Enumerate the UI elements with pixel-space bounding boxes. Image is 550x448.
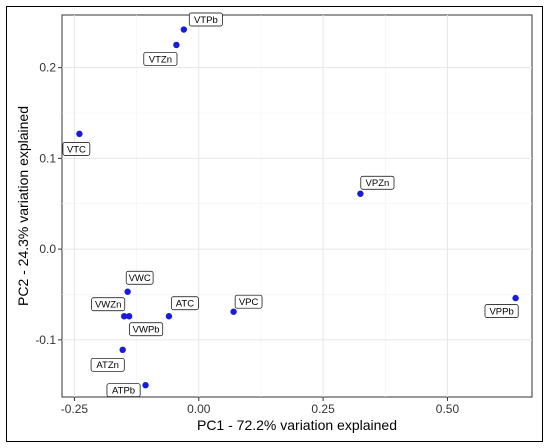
- label-atzn: ATZn: [90, 357, 125, 372]
- label-vtc: VTC: [62, 142, 91, 156]
- point-vpc: [230, 308, 237, 315]
- data-points: [76, 26, 519, 389]
- label-text: VTPb: [194, 15, 218, 26]
- label-vwc: VWC: [125, 270, 154, 285]
- label-text: VWC: [129, 273, 151, 284]
- label-text: ATPb: [112, 386, 135, 397]
- x-tick-label: 0.00: [187, 402, 211, 416]
- label-text: VPZn: [366, 178, 390, 189]
- label-text: VPC: [239, 297, 259, 308]
- point-atpb: [142, 382, 149, 389]
- label-vpc: VPC: [234, 294, 263, 309]
- point-labels: VTPb VTZn VTC VPZn VPPb VPC ATC VWC VWZn VWPb ATZn…: [62, 12, 519, 398]
- grid-lines: [62, 15, 532, 397]
- x-axis-title: PC1 - 72.2% variation explained: [197, 417, 397, 433]
- label-text: ATC: [176, 299, 194, 310]
- label-vtzn: VTZn: [143, 52, 178, 66]
- point-atzn: [119, 346, 126, 354]
- label-box: [484, 304, 519, 318]
- point-vtpb: [180, 26, 188, 33]
- label-box: [234, 294, 263, 309]
- label-box: [171, 296, 199, 311]
- label-box: [62, 142, 91, 156]
- point-vtc: [76, 130, 83, 138]
- label-box: [129, 322, 164, 337]
- label-vwzn: VWZn: [91, 297, 126, 312]
- point-vppb: [512, 294, 519, 302]
- label-atpb: ATPb: [106, 383, 141, 398]
- y-tick-label: -0.1: [35, 333, 56, 347]
- label-text: VWPb: [133, 325, 160, 336]
- y-axis-title: PC2 - 24.3% variation explained: [15, 106, 31, 306]
- label-box: [91, 297, 126, 312]
- axis-ticks: -0.25 0.00 0.25 0.50 -0.1 0.0 0.1 0.2: [35, 61, 459, 416]
- label-box: [143, 52, 178, 66]
- point-vtzn: [173, 41, 180, 49]
- label-box: [360, 175, 395, 190]
- label-text: ATZn: [96, 360, 119, 371]
- label-text: VPPb: [489, 306, 513, 317]
- y-tick-label: 0.1: [39, 151, 56, 165]
- x-tick-label: -0.25: [61, 402, 89, 416]
- label-vppb: VPPb: [484, 304, 519, 318]
- label-text: VTZn: [149, 54, 172, 65]
- label-vwpb: VWPb: [129, 322, 164, 337]
- label-text: VWZn: [95, 300, 121, 311]
- label-text: VTC: [67, 144, 86, 155]
- label-box: [106, 383, 141, 398]
- point-vwpb: [125, 313, 133, 320]
- label-box: [188, 12, 223, 27]
- label-vpzn: VPZn: [360, 175, 395, 190]
- label-atc: ATC: [171, 296, 199, 311]
- label-box: [90, 357, 125, 372]
- label-vtpb: VTPb: [188, 12, 223, 27]
- y-tick-label: 0.0: [39, 242, 56, 256]
- point-vwc: [124, 288, 131, 295]
- x-tick-label: 0.25: [311, 402, 335, 416]
- x-tick-label: 0.50: [436, 402, 460, 416]
- y-tick-label: 0.2: [39, 61, 56, 75]
- point-vwzn: [120, 313, 128, 320]
- point-atc: [165, 313, 173, 320]
- point-vpzn: [357, 190, 364, 197]
- label-box: [125, 270, 154, 285]
